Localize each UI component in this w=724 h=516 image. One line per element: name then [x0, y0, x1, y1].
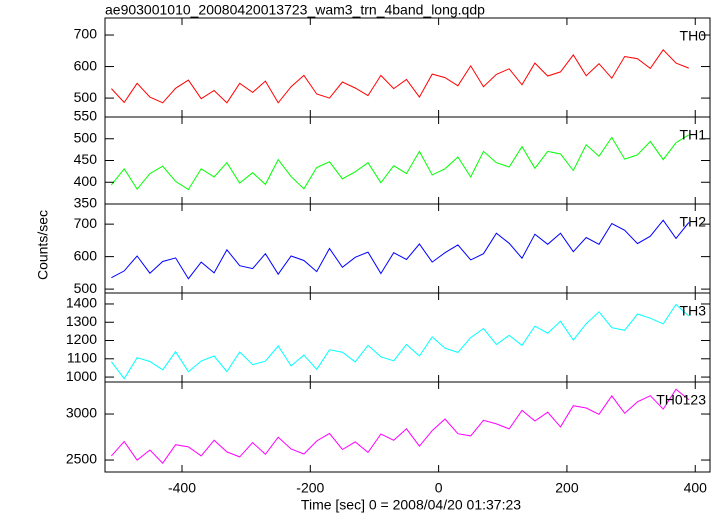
y-tick-label: 600	[74, 57, 98, 73]
data-line	[111, 49, 689, 104]
x-tick-label: 400	[684, 480, 708, 496]
y-tick-label: 500	[74, 89, 98, 105]
series-label: TH2	[680, 214, 707, 230]
x-tick-label: 200	[555, 480, 579, 496]
panel-frame	[104, 381, 711, 473]
data-line	[111, 388, 690, 464]
x-axis-label: Time [sec] 0 = 2008/04/20 01:37:23	[301, 497, 521, 513]
chart-title: ae903001010_20080420013723_wam3_trn_4ban…	[105, 2, 485, 18]
y-tick-label: 350	[74, 195, 98, 211]
y-tick-label: 1000	[66, 368, 97, 384]
panel-frame	[104, 116, 711, 205]
y-tick-label: 550	[74, 108, 98, 124]
data-line	[111, 134, 690, 191]
panel-frame	[104, 292, 711, 383]
y-tick-label: 3000	[66, 405, 97, 421]
y-axis-label: Counts/sec	[35, 210, 51, 280]
y-tick-label: 400	[74, 173, 98, 189]
x-tick-label: -400	[168, 480, 196, 496]
series-label: TH0	[680, 28, 707, 44]
y-tick-label: 700	[74, 215, 98, 231]
series-label: TH1	[680, 127, 707, 143]
data-line	[111, 303, 690, 380]
panel-frame	[104, 203, 711, 294]
y-tick-label: 700	[74, 26, 98, 42]
series-label: TH3	[680, 303, 707, 319]
y-tick-label: 500	[74, 129, 98, 145]
y-tick-label: 1400	[66, 295, 97, 311]
y-tick-label: 1200	[66, 331, 97, 347]
panel-frame	[104, 17, 711, 118]
series-label: TH0123	[656, 392, 706, 408]
y-tick-label: 600	[74, 247, 98, 263]
y-tick-label: 500	[74, 280, 98, 296]
y-tick-label: 1100	[67, 349, 97, 365]
y-tick-label: 2500	[66, 451, 97, 467]
data-line	[111, 219, 690, 280]
x-tick-label: 0	[435, 480, 443, 496]
y-tick-label: 450	[74, 151, 98, 167]
y-tick-label: 1300	[66, 313, 97, 329]
x-tick-label: -200	[296, 480, 324, 496]
